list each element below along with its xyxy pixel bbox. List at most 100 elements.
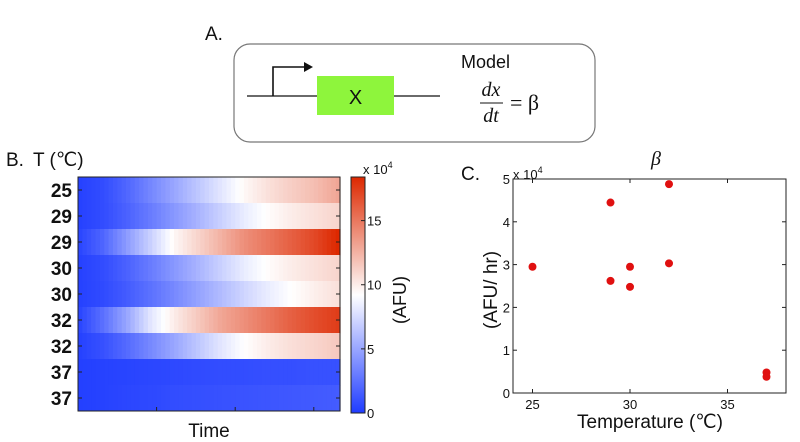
heatmap-cell [326, 307, 332, 334]
heatmap-cell [283, 255, 289, 282]
heatmap-cell [139, 333, 145, 360]
heatmap-cell [322, 359, 328, 386]
heatmap-cell [287, 359, 293, 386]
heatmap-cell [305, 229, 311, 256]
heatmap-cell [248, 203, 254, 230]
heatmap-cell [143, 359, 149, 386]
heatmap-cell [222, 177, 228, 204]
heatmap-cell [313, 203, 319, 230]
heatmap-cell [265, 385, 271, 412]
heatmap-cell [226, 229, 232, 256]
heatmap-cell [230, 229, 236, 256]
heatmap-cell [230, 385, 236, 412]
heatmap-cell [191, 385, 197, 412]
heatmap-cell [283, 359, 289, 386]
heatmap-cell [248, 385, 254, 412]
heatmap-cell [182, 333, 188, 360]
heatmap-cell [309, 229, 315, 256]
heatmap-cell [217, 333, 223, 360]
heatmap-cell [147, 255, 153, 282]
heatmap-cell [257, 203, 262, 230]
heatmap-cell [99, 229, 105, 256]
heatmap-cell [261, 333, 267, 360]
heatmap-cell [178, 359, 184, 386]
heatmap-cell [300, 359, 306, 386]
heatmap-cell [322, 255, 328, 282]
heatmap-cell [187, 203, 193, 230]
heatmap-cell [326, 255, 332, 282]
heatmap-cell [86, 229, 92, 256]
heatmap-cell [296, 307, 302, 334]
heatmap-cell [95, 307, 101, 334]
heatmap-cell [174, 229, 180, 256]
scatter-ytick-label: 3 [503, 258, 510, 273]
heatmap-cell [143, 229, 149, 256]
heatmap-cell [300, 203, 306, 230]
scatter-ytick-label: 1 [503, 343, 510, 358]
heatmap-cell [139, 255, 145, 282]
heatmap-cell [265, 333, 271, 360]
heatmap-cell [235, 333, 241, 360]
heatmap-cell [248, 177, 254, 204]
heatmap-cell [126, 307, 131, 334]
heatmap-cell [239, 333, 245, 360]
heatmap-cell [104, 307, 110, 334]
heatmap-cell [217, 177, 223, 204]
heatmap-cell [217, 307, 223, 334]
heatmap-cell [95, 229, 101, 256]
heatmap-cell [139, 229, 145, 256]
heatmap-cell [143, 177, 149, 204]
heatmap-cell [287, 385, 293, 412]
heatmap-cell [143, 385, 149, 412]
heatmap-cell [257, 177, 262, 204]
heatmap-cell [322, 177, 328, 204]
heatmap-cell [209, 255, 214, 282]
heatmap-cell [313, 385, 319, 412]
heatmap-cell [217, 385, 223, 412]
heatmap-cell [165, 307, 171, 334]
heatmap-cell [91, 333, 97, 360]
heatmap-cell [222, 229, 228, 256]
heatmap-cell [278, 255, 284, 282]
heatmap-cell [252, 359, 258, 386]
heatmap-cell [309, 281, 315, 308]
gene-box [317, 76, 394, 115]
heatmap-cell [278, 203, 284, 230]
heatmap-cell [274, 307, 280, 334]
heatmap-cell [130, 281, 136, 308]
heatmap-cell [95, 177, 101, 204]
heatmap-cell [204, 255, 210, 282]
heatmap-cell [252, 203, 258, 230]
heatmap-cell [165, 203, 171, 230]
heatmap-cell [200, 203, 206, 230]
heatmap-cell [326, 177, 332, 204]
heatmap-cell [265, 255, 271, 282]
heatmap-cell [152, 385, 158, 412]
heatmap-cell [252, 229, 258, 256]
equation-numerator: dx [482, 79, 501, 101]
heatmap-cell [252, 307, 258, 334]
heatmap-cell [278, 385, 284, 412]
heatmap-cell [134, 281, 140, 308]
heatmap-cell [322, 203, 328, 230]
heatmap-cell [309, 203, 315, 230]
heatmap-cell [117, 333, 123, 360]
heatmap-ylabel: T (℃) [33, 150, 84, 171]
heatmap-cell [252, 255, 258, 282]
heatmap-cell [209, 385, 214, 412]
heatmap-cell [239, 359, 245, 386]
heatmap-cell [257, 385, 262, 412]
heatmap-cell [331, 203, 337, 230]
heatmap-cell [121, 359, 127, 386]
heatmap-cell [187, 385, 193, 412]
panel-a: A. X Model dx dt = β [205, 24, 596, 143]
heatmap-cell [209, 281, 214, 308]
colorbar [350, 176, 366, 414]
heatmap-cell [217, 229, 223, 256]
heatmap-cell [82, 307, 88, 334]
heatmap-cell [112, 281, 118, 308]
heatmap-cell [204, 281, 210, 308]
heatmap-cell [278, 177, 284, 204]
heatmap-cell [195, 307, 201, 334]
